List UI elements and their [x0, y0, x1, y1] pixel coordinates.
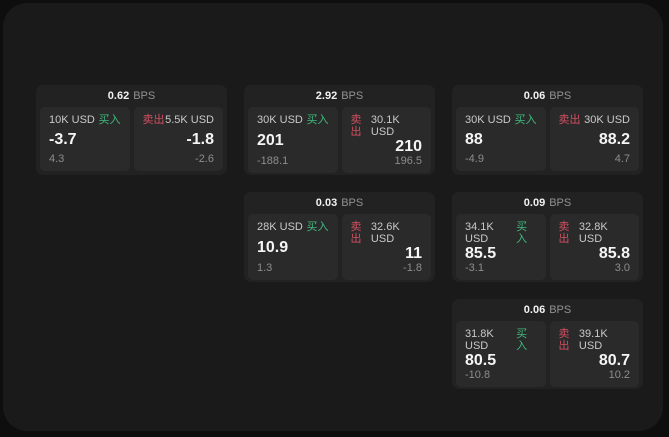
buy-price: 80.5 — [465, 352, 497, 369]
sell-side-label: 卖出 — [142, 114, 165, 126]
quote-card: 0.03 BPS 28K USD 买入 10.9 1.3 卖出 32.6K US… — [244, 192, 435, 282]
buy-side-label: 买入 — [516, 328, 528, 352]
sell-side-label: 卖出 — [558, 328, 570, 352]
sell-change: -2.6 — [195, 153, 214, 165]
sell-amount: 32.8K USD — [578, 221, 608, 245]
spread-header: 0.09 BPS — [452, 192, 643, 214]
buy-amount: 31.8K USD — [465, 328, 494, 352]
sell-change: 196.5 — [394, 155, 422, 167]
quote-card-body: 28K USD 买入 10.9 1.3 卖出 32.6K USD 11 -1.8 — [244, 214, 435, 282]
sell-price: 210 — [395, 138, 422, 155]
buy-price: 10.9 — [257, 239, 289, 256]
sell-side-label: 卖出 — [350, 114, 362, 138]
sell-amount: 30K USD — [584, 114, 630, 126]
sell-panel[interactable]: 卖出 30K USD 88.2 4.7 — [549, 107, 639, 171]
bps-unit-label: BPS — [341, 90, 364, 102]
sell-change: -1.8 — [403, 262, 422, 274]
buy-side-label: 买入 — [306, 114, 329, 126]
spread-header: 2.92 BPS — [244, 85, 435, 107]
buy-price: 88 — [465, 131, 483, 148]
sell-price: 88.2 — [598, 131, 630, 148]
buy-change: -4.9 — [465, 153, 484, 165]
sell-amount: 32.6K USD — [370, 221, 400, 245]
buy-change: -10.8 — [465, 369, 491, 381]
buy-amount: 30K USD — [257, 114, 303, 126]
sell-change: 3.0 — [614, 262, 630, 274]
spread-header: 0.06 BPS — [452, 299, 643, 321]
sell-amount: 5.5K USD — [165, 114, 214, 126]
sell-panel[interactable]: 卖出 5.5K USD -1.8 -2.6 — [133, 107, 223, 171]
bps-unit-label: BPS — [549, 90, 572, 102]
buy-amount: 30K USD — [465, 114, 511, 126]
quote-card: 0.06 BPS 30K USD 买入 88 -4.9 卖出 30K USD — [452, 85, 643, 175]
sell-price: -1.8 — [186, 131, 214, 148]
bps-unit-label: BPS — [549, 197, 572, 209]
sell-panel[interactable]: 卖出 32.6K USD 11 -1.8 — [341, 214, 431, 280]
buy-change: 4.3 — [49, 153, 65, 165]
quote-card: 0.62 BPS 10K USD 买入 -3.7 4.3 卖出 5.5K USD — [36, 85, 227, 175]
sell-change: 4.7 — [614, 153, 630, 165]
spread-header: 0.06 BPS — [452, 85, 643, 107]
sell-price: 85.8 — [598, 245, 630, 262]
buy-panel[interactable]: 34.1K USD 买入 85.5 -3.1 — [456, 214, 546, 280]
buy-change: -3.1 — [465, 262, 484, 274]
buy-side-label: 买入 — [516, 221, 528, 245]
buy-side-label: 买入 — [98, 114, 121, 126]
buy-amount: 28K USD — [257, 221, 303, 233]
pricing-board: 0.62 BPS 10K USD 买入 -3.7 4.3 卖出 5.5K USD — [3, 3, 663, 431]
quote-card-body: 30K USD 买入 88 -4.9 卖出 30K USD 88.2 4.7 — [452, 107, 643, 175]
quote-card-grid: 0.62 BPS 10K USD 买入 -3.7 4.3 卖出 5.5K USD — [36, 85, 643, 389]
buy-amount: 10K USD — [49, 114, 95, 126]
quote-card: 2.92 BPS 30K USD 买入 201 -188.1 卖出 30.1K … — [244, 85, 435, 175]
buy-side-label: 买入 — [306, 221, 329, 233]
buy-panel[interactable]: 30K USD 买入 88 -4.9 — [456, 107, 546, 171]
buy-panel[interactable]: 10K USD 买入 -3.7 4.3 — [40, 107, 130, 171]
sell-panel[interactable]: 卖出 30.1K USD 210 196.5 — [341, 107, 431, 173]
quote-card: 0.06 BPS 31.8K USD 买入 80.5 -10.8 卖出 39.1… — [452, 299, 643, 389]
sell-amount: 30.1K USD — [370, 114, 400, 138]
buy-change: 1.3 — [257, 262, 273, 274]
quote-card-body: 10K USD 买入 -3.7 4.3 卖出 5.5K USD -1.8 -2.… — [36, 107, 227, 175]
buy-panel[interactable]: 30K USD 买入 201 -188.1 — [248, 107, 338, 173]
quote-card-body: 31.8K USD 买入 80.5 -10.8 卖出 39.1K USD 80.… — [452, 321, 643, 389]
buy-price: 201 — [257, 132, 284, 149]
bps-unit-label: BPS — [341, 197, 364, 209]
quote-card: 0.09 BPS 34.1K USD 买入 85.5 -3.1 卖出 32.8K… — [452, 192, 643, 282]
buy-price: 85.5 — [465, 245, 497, 262]
spread-value: 2.92 — [315, 90, 338, 102]
buy-price: -3.7 — [49, 131, 77, 148]
buy-panel[interactable]: 31.8K USD 买入 80.5 -10.8 — [456, 321, 546, 387]
quote-card-body: 30K USD 买入 201 -188.1 卖出 30.1K USD 210 1… — [244, 107, 435, 175]
sell-side-label: 卖出 — [350, 221, 362, 245]
spread-header: 0.03 BPS — [244, 192, 435, 214]
buy-amount: 34.1K USD — [465, 221, 494, 245]
spread-value: 0.06 — [523, 304, 546, 316]
buy-change: -188.1 — [257, 155, 289, 167]
buy-side-label: 买入 — [514, 114, 537, 126]
spread-value: 0.06 — [523, 90, 546, 102]
spread-value: 0.09 — [523, 197, 546, 209]
sell-panel[interactable]: 卖出 39.1K USD 80.7 10.2 — [549, 321, 639, 387]
sell-amount: 39.1K USD — [578, 328, 608, 352]
buy-panel[interactable]: 28K USD 买入 10.9 1.3 — [248, 214, 338, 280]
bps-unit-label: BPS — [549, 304, 572, 316]
sell-change: 10.2 — [608, 369, 630, 381]
sell-price: 80.7 — [598, 352, 630, 369]
sell-side-label: 卖出 — [558, 114, 581, 126]
bps-unit-label: BPS — [133, 90, 156, 102]
sell-side-label: 卖出 — [558, 221, 570, 245]
sell-panel[interactable]: 卖出 32.8K USD 85.8 3.0 — [549, 214, 639, 280]
spread-value: 0.62 — [107, 90, 130, 102]
quote-card-body: 34.1K USD 买入 85.5 -3.1 卖出 32.8K USD 85.8… — [452, 214, 643, 282]
spread-value: 0.03 — [315, 197, 338, 209]
spread-header: 0.62 BPS — [36, 85, 227, 107]
sell-price: 11 — [405, 245, 422, 262]
